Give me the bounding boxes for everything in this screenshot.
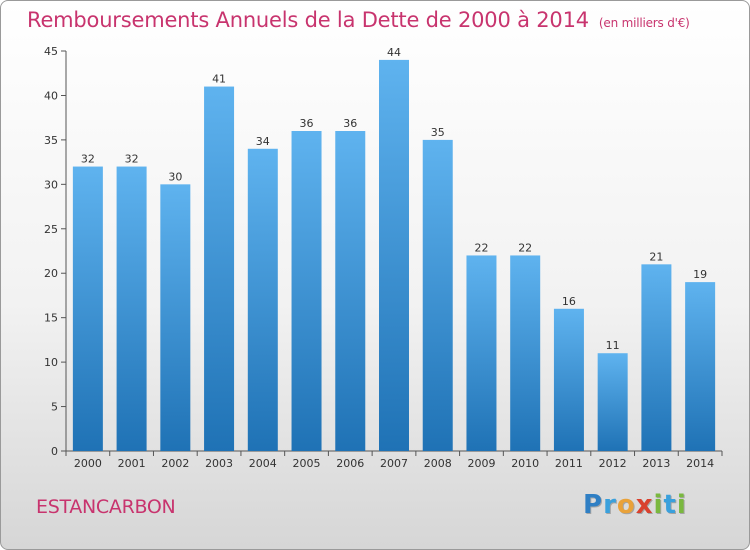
x-tick-label: 2009 [467,457,495,470]
bar [597,353,628,451]
commune-name: ESTANCARBON [36,496,176,518]
data-label: 32 [81,153,95,166]
data-label: 22 [474,241,488,254]
y-tick-label: 5 [51,401,58,414]
bar [204,86,235,452]
x-tick-label: 2011 [555,457,583,470]
bar [247,148,278,451]
data-label: 21 [649,250,663,263]
logo-letter: x [635,490,654,520]
y-tick-label: 40 [44,89,58,102]
data-label: 30 [168,170,182,183]
logo-letter: i [676,490,687,520]
y-tick-label: 20 [44,267,58,280]
bar [685,282,716,451]
y-tick-label: 15 [44,312,58,325]
x-tick-label: 2010 [511,457,539,470]
data-label: 11 [606,339,620,352]
x-tick-label: 2001 [118,457,146,470]
logo-letter: P [583,490,604,520]
proxiti-logo: Proxiti [583,490,687,520]
x-tick-label: 2006 [336,457,364,470]
y-tick-label: 45 [44,45,58,58]
bar [422,139,453,451]
data-label: 34 [256,135,270,148]
chart-title-text: Remboursements Annuels de la Dette de 20… [27,8,589,32]
bar [335,131,366,451]
bar [466,255,497,451]
bar [291,131,322,451]
x-tick-label: 2005 [293,457,321,470]
x-tick-label: 2014 [686,457,714,470]
data-label: 32 [125,153,139,166]
x-tick-label: 2003 [205,457,233,470]
data-label: 19 [693,268,707,281]
logo-letter: t [663,490,677,520]
bar [160,184,191,452]
y-tick-label: 10 [44,356,58,369]
bar [72,166,103,452]
x-tick-label: 2002 [161,457,189,470]
data-label: 41 [212,73,226,86]
y-tick-label: 35 [44,134,58,147]
logo-letter: i [653,490,664,520]
y-tick-label: 30 [44,178,58,191]
data-label: 22 [518,241,532,254]
x-tick-label: 2012 [599,457,627,470]
bar [116,166,147,452]
chart-title: Remboursements Annuels de la Dette de 20… [27,8,690,32]
x-tick-label: 2000 [74,457,102,470]
data-label: 44 [387,46,401,59]
data-label: 16 [562,295,576,308]
bar [553,308,584,451]
x-tick-label: 2007 [380,457,408,470]
y-tick-label: 25 [44,223,58,236]
bar [641,264,672,451]
x-tick-label: 2008 [424,457,452,470]
data-label: 36 [343,117,357,130]
logo-letter: r [603,490,617,520]
logo-letter: o [616,490,636,520]
bar [379,59,409,452]
data-label: 36 [300,117,314,130]
y-tick-label: 0 [51,445,58,458]
x-tick-label: 2013 [642,457,670,470]
unit-note: (en milliers d'€) [598,16,690,30]
x-tick-label: 2004 [249,457,277,470]
bar [510,255,541,451]
data-label: 35 [431,126,445,139]
